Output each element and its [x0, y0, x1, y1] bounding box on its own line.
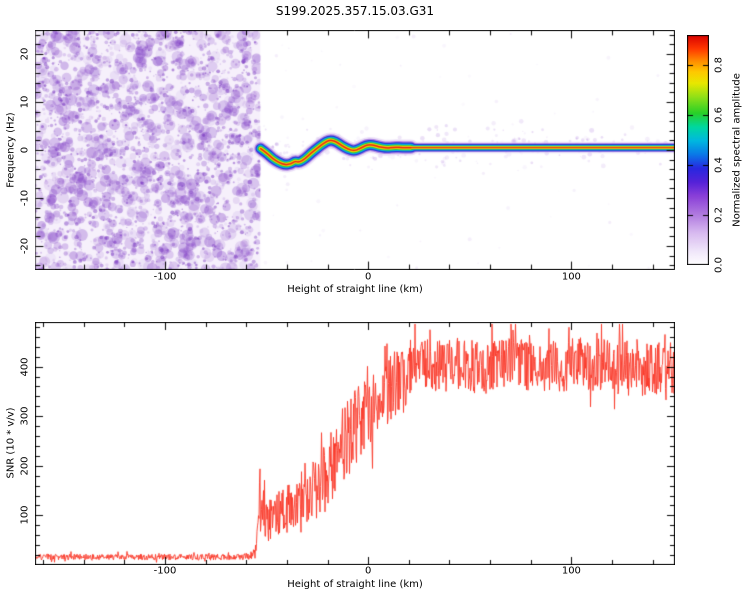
spec-y-tick-label: -20 [19, 237, 31, 255]
top-height-axis-label: Height of straight line (km) [287, 284, 423, 295]
spec-y-tick-label: 0 [19, 146, 31, 154]
snr-x-tick-label: 100 [561, 565, 581, 577]
snr-y-tick-label: 400 [19, 357, 31, 377]
frequency-axis-label: Frequency (Hz) [5, 112, 17, 188]
colorbar-tick-label: 0.6 [713, 107, 725, 123]
spectrogram-panel [35, 30, 675, 270]
spec-y-tick-label: 20 [19, 47, 31, 61]
colorbar-axis-label: Normalized spectral amplitude [731, 73, 743, 227]
bottom-height-axis-label: Height of straight line (km) [287, 579, 423, 590]
colorbar-tick-label: 0.8 [713, 57, 725, 73]
snr-y-tick-label: 200 [19, 456, 31, 476]
colorbar-tick-label: 0.0 [713, 257, 725, 273]
spec-y-tick-label: 10 [19, 95, 31, 109]
figure-title: S199.2025.357.15.03.G31 [275, 4, 435, 18]
spec-y-tick-label: -10 [19, 189, 31, 207]
snr-plot-area [35, 322, 675, 565]
snr-x-tick-label: 0 [365, 565, 372, 577]
snr-y-tick-label: 300 [19, 406, 31, 426]
colorbar-gradient [687, 35, 709, 265]
snr-axis-label: SNR (10 * v/v) [5, 407, 17, 479]
spec-x-tick-label: 100 [561, 271, 581, 283]
colorbar [687, 35, 709, 265]
snr-panel [35, 322, 675, 565]
snr-y-tick-label: 100 [19, 505, 31, 525]
spec-x-tick-label: 0 [365, 271, 372, 283]
snr-x-tick-label: -100 [153, 565, 177, 577]
spec-x-tick-label: -100 [153, 271, 177, 283]
colorbar-tick-label: 0.4 [713, 157, 725, 173]
colorbar-tick-label: 0.2 [713, 207, 725, 223]
spectrogram-plot-area [35, 30, 675, 270]
